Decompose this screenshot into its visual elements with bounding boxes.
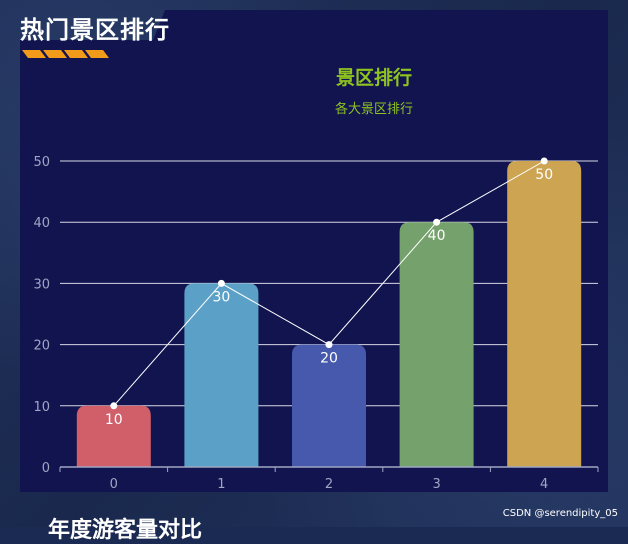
data-point	[217, 279, 225, 287]
data-label: 40	[428, 228, 446, 244]
bar	[184, 283, 259, 467]
y-tick-label: 0	[42, 461, 50, 476]
data-point	[540, 157, 548, 165]
data-label: 50	[535, 167, 553, 183]
x-tick-label: 3	[432, 477, 440, 492]
x-tick-label: 2	[325, 477, 333, 492]
data-label: 30	[212, 289, 230, 305]
stripe-decoration-icon	[22, 50, 109, 58]
data-point	[433, 218, 441, 226]
panel-slant-shape	[150, 10, 185, 48]
chart-title: 景区排行	[336, 66, 412, 89]
y-tick-label: 10	[33, 400, 50, 415]
y-tick-label: 40	[33, 216, 50, 231]
data-point	[325, 341, 333, 349]
x-tick-label: 0	[110, 477, 118, 492]
watermark: CSDN @serendipity_05	[502, 508, 618, 519]
bar	[292, 344, 366, 467]
data-point	[110, 402, 118, 410]
data-label: 10	[105, 412, 123, 428]
x-tick-label: 1	[217, 477, 225, 492]
data-label: 20	[320, 351, 338, 367]
y-tick-label: 50	[33, 155, 50, 170]
x-tick-label: 4	[540, 477, 548, 492]
chart-panel-top	[165, 10, 608, 50]
bar	[399, 222, 474, 467]
section-title: 热门景区排行	[20, 16, 170, 44]
next-section-title: 年度游客量对比	[48, 518, 203, 543]
y-tick-label: 30	[33, 277, 50, 292]
bar-chart: 景区排行 各大景区排行 10 30 20 40 50 0 10 20 30 40 50 0 1 2 3 4	[33, 66, 599, 492]
y-tick-label: 20	[33, 339, 50, 354]
bar	[507, 161, 582, 467]
bar	[76, 405, 151, 467]
chart-subtitle: 各大景区排行	[335, 101, 413, 117]
